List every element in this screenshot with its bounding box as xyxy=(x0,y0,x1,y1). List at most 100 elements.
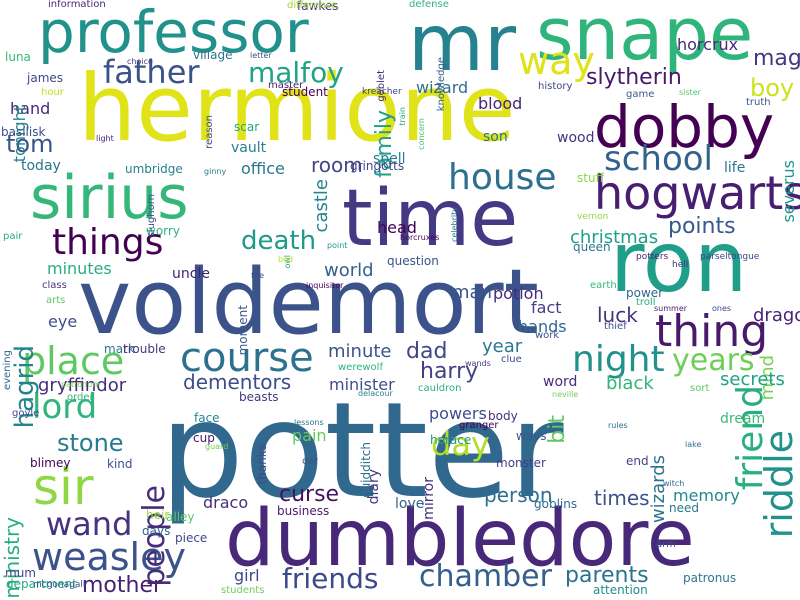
word-troll: troll xyxy=(636,297,656,308)
word-stuff: stuff xyxy=(577,171,604,185)
word-james: james xyxy=(27,71,64,85)
word-history: history xyxy=(538,81,573,92)
word-patronus: patronus xyxy=(683,571,737,585)
word-things: things xyxy=(52,222,164,263)
word-light: light xyxy=(96,134,114,143)
word-slytherin: slytherin xyxy=(586,65,682,90)
word-basilisk: basilisk xyxy=(1,125,46,139)
word-parents: parents xyxy=(565,563,649,588)
word-defense: defense xyxy=(409,0,449,10)
word-cauldron: cauldron xyxy=(418,383,462,394)
word-powers: powers xyxy=(429,404,487,423)
word-sirius: sirius xyxy=(30,163,189,233)
word-piece: piece xyxy=(175,531,208,545)
word-earth: earth xyxy=(590,280,617,291)
word-place: place xyxy=(22,339,125,383)
word-kreacher: kreacher xyxy=(362,87,402,97)
word-heir: heir xyxy=(146,508,170,522)
word-dementors: dementors xyxy=(183,370,292,394)
word-celebrity: celebrity xyxy=(450,207,459,242)
word-horace: horace xyxy=(430,433,472,447)
word-goyle: goyle xyxy=(12,408,40,419)
word-hour: hour xyxy=(41,87,64,98)
word-death: death xyxy=(241,226,317,256)
word-room: room xyxy=(311,153,363,177)
word-evening: evening xyxy=(2,350,13,391)
word-bit: bit xyxy=(545,415,570,444)
word-times: times xyxy=(594,486,650,510)
word-potters: potters xyxy=(636,252,669,262)
word-scar: scar xyxy=(234,120,260,134)
word-work: work xyxy=(535,330,560,341)
word-horcruxes: horcruxes xyxy=(400,233,440,242)
word-game: game xyxy=(626,89,655,100)
word-students: students xyxy=(221,585,265,596)
word-friends: friends xyxy=(282,562,379,595)
word-magic: magic xyxy=(753,46,800,71)
word-severus: severus xyxy=(779,160,798,223)
word-harry: harry xyxy=(420,359,479,384)
word-clue: clue xyxy=(501,354,522,365)
word-weasley: weasley xyxy=(32,535,186,579)
word-rules: rules xyxy=(608,421,628,430)
word-kind: kind xyxy=(107,457,133,471)
word-life: life xyxy=(724,160,746,176)
word-summer: summer xyxy=(654,304,688,313)
word-question: question xyxy=(387,254,439,268)
word-secrets: secrets xyxy=(720,369,785,390)
word-knowledge: knowledge xyxy=(436,57,447,112)
word-luna: luna xyxy=(5,50,31,64)
word-mother: mother xyxy=(82,573,163,598)
word-neville: neville xyxy=(552,390,579,399)
word-inquisitor: inquisitor xyxy=(306,281,344,290)
word-head: head xyxy=(377,218,417,237)
word-eye: eye xyxy=(48,312,78,331)
word-cup: cup xyxy=(193,431,215,445)
word-hands: hands xyxy=(518,317,567,336)
word-beasts: beasts xyxy=(239,390,279,404)
word-ron: ron xyxy=(610,213,748,311)
word-need: need xyxy=(669,501,699,515)
word-mark: mark xyxy=(104,342,135,356)
word-thief: thief xyxy=(604,321,627,332)
word-friend: friend xyxy=(730,385,771,491)
word-voldemort: voldemort xyxy=(78,250,539,355)
word-department: department xyxy=(6,577,77,591)
word-gringotts: gringotts xyxy=(350,159,405,173)
word-lessons: lessons xyxy=(294,418,324,427)
word-mum: mum xyxy=(5,566,36,580)
word-fire: fire xyxy=(251,271,265,280)
word-alley: alley xyxy=(166,510,195,524)
word-love: love xyxy=(395,496,425,512)
word-girl: girl xyxy=(234,566,260,585)
word-day: day xyxy=(431,425,490,463)
word-pain: pain xyxy=(292,426,327,445)
word-man: man xyxy=(452,282,492,303)
word-worry: worry xyxy=(146,224,180,238)
word-black: black xyxy=(606,373,654,394)
word-dumbledore: dumbledore xyxy=(225,494,695,584)
word-dream: dream xyxy=(720,411,766,427)
word-witch: witch xyxy=(663,479,685,488)
word-delacour: delacour xyxy=(358,389,393,398)
word-course: course xyxy=(180,335,314,381)
word-wand: wand xyxy=(46,505,133,543)
word-stone: stone xyxy=(57,429,124,457)
word-quidditch: quidditch xyxy=(359,442,373,499)
word-granger: granger xyxy=(459,420,499,431)
word-monster: monster xyxy=(496,456,546,470)
word-goblins: goblins xyxy=(534,497,578,511)
word-sort: sort xyxy=(690,383,710,394)
word-father: father xyxy=(103,53,200,91)
word-minister: minister xyxy=(329,375,395,394)
word-hell: hell xyxy=(672,260,689,270)
word-face: face xyxy=(194,411,220,425)
word-wizard: wizard xyxy=(416,78,469,97)
word-spell: spell xyxy=(373,151,406,167)
word-hogwarts: hogwarts xyxy=(594,166,800,220)
word-information: information xyxy=(48,0,106,10)
word-christmas: christmas xyxy=(570,227,659,248)
word-difference: difference xyxy=(287,0,338,11)
word-gryffindor: gryffindor xyxy=(38,375,127,396)
word-minutes: minutes xyxy=(47,259,112,278)
